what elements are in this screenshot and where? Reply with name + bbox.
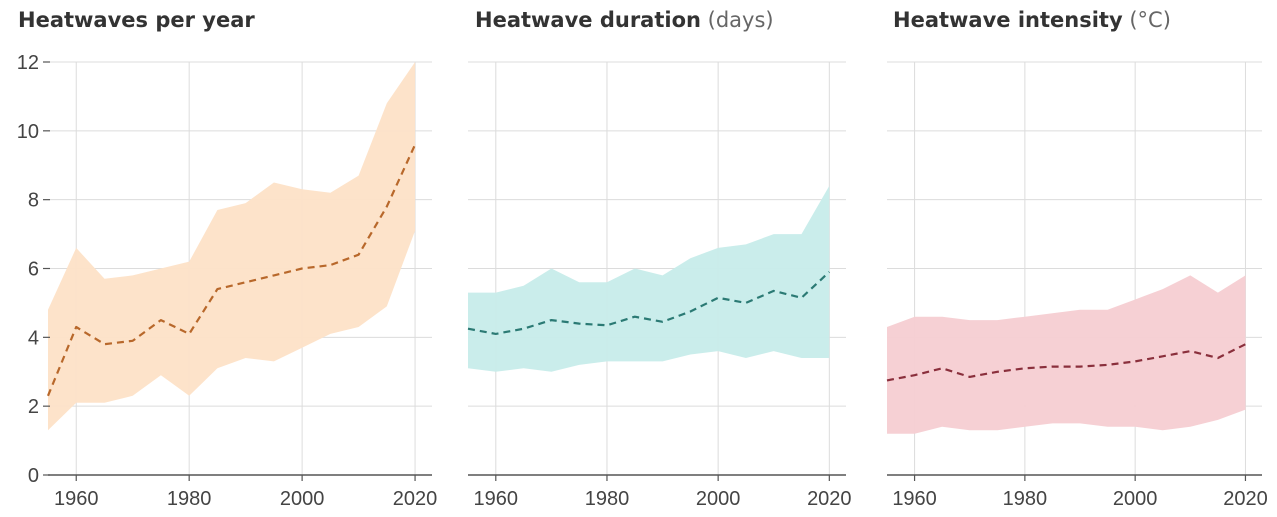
uncertainty-band — [48, 62, 416, 431]
series-line — [886, 343, 1246, 382]
panel-1-title: Heatwaves per year — [18, 8, 255, 32]
panel-2: 1960 1980 2000 2020 — [467, 61, 852, 510]
x-tick-label: 2000 — [1113, 488, 1158, 510]
x-tick-label: 1960 — [892, 488, 937, 510]
x-tick-label: 2000 — [280, 488, 325, 510]
x-tick-label: 1980 — [167, 488, 212, 510]
x-tick-label: 1960 — [54, 488, 99, 510]
panel-3-title-text: Heatwave intensity — [893, 8, 1123, 32]
uncertainty-band — [887, 275, 1246, 434]
y-tick-label: 6 — [28, 259, 39, 281]
x-tick-label: 1980 — [585, 488, 630, 510]
x-tick-label: 1980 — [1003, 488, 1048, 510]
uncertainty-band — [468, 185, 830, 372]
panel-3: 1960 1980 2000 2020 — [886, 61, 1268, 510]
x-tick-label: 2020 — [1223, 488, 1268, 510]
panel-3-unit: (°C) — [1129, 8, 1171, 32]
y-tick-label: 4 — [28, 327, 39, 349]
series-line — [46, 144, 417, 397]
series-line — [467, 271, 831, 335]
y-tick-label: 8 — [28, 190, 39, 212]
x-tick-label: 1960 — [474, 488, 519, 510]
y-tick-label: 2 — [28, 396, 39, 418]
y-tick-label: 12 — [17, 52, 39, 74]
x-tick-label: 2000 — [696, 488, 741, 510]
panel-2-unit: (days) — [707, 8, 774, 32]
panel-1: 1960 1980 2000 2020 0 2 4 6 8 10 12 — [17, 52, 438, 510]
y-tick-label: 0 — [28, 465, 39, 487]
x-tick-label: 2020 — [807, 488, 852, 510]
panel-1-title-text: Heatwaves per year — [18, 8, 255, 32]
panel-2-title-text: Heatwave duration — [475, 8, 701, 32]
x-tick-label: 2020 — [393, 488, 438, 510]
panel-2-title: Heatwave duration (days) — [475, 8, 774, 32]
panel-3-title: Heatwave intensity (°C) — [893, 8, 1171, 32]
y-tick-label: 10 — [17, 121, 39, 143]
